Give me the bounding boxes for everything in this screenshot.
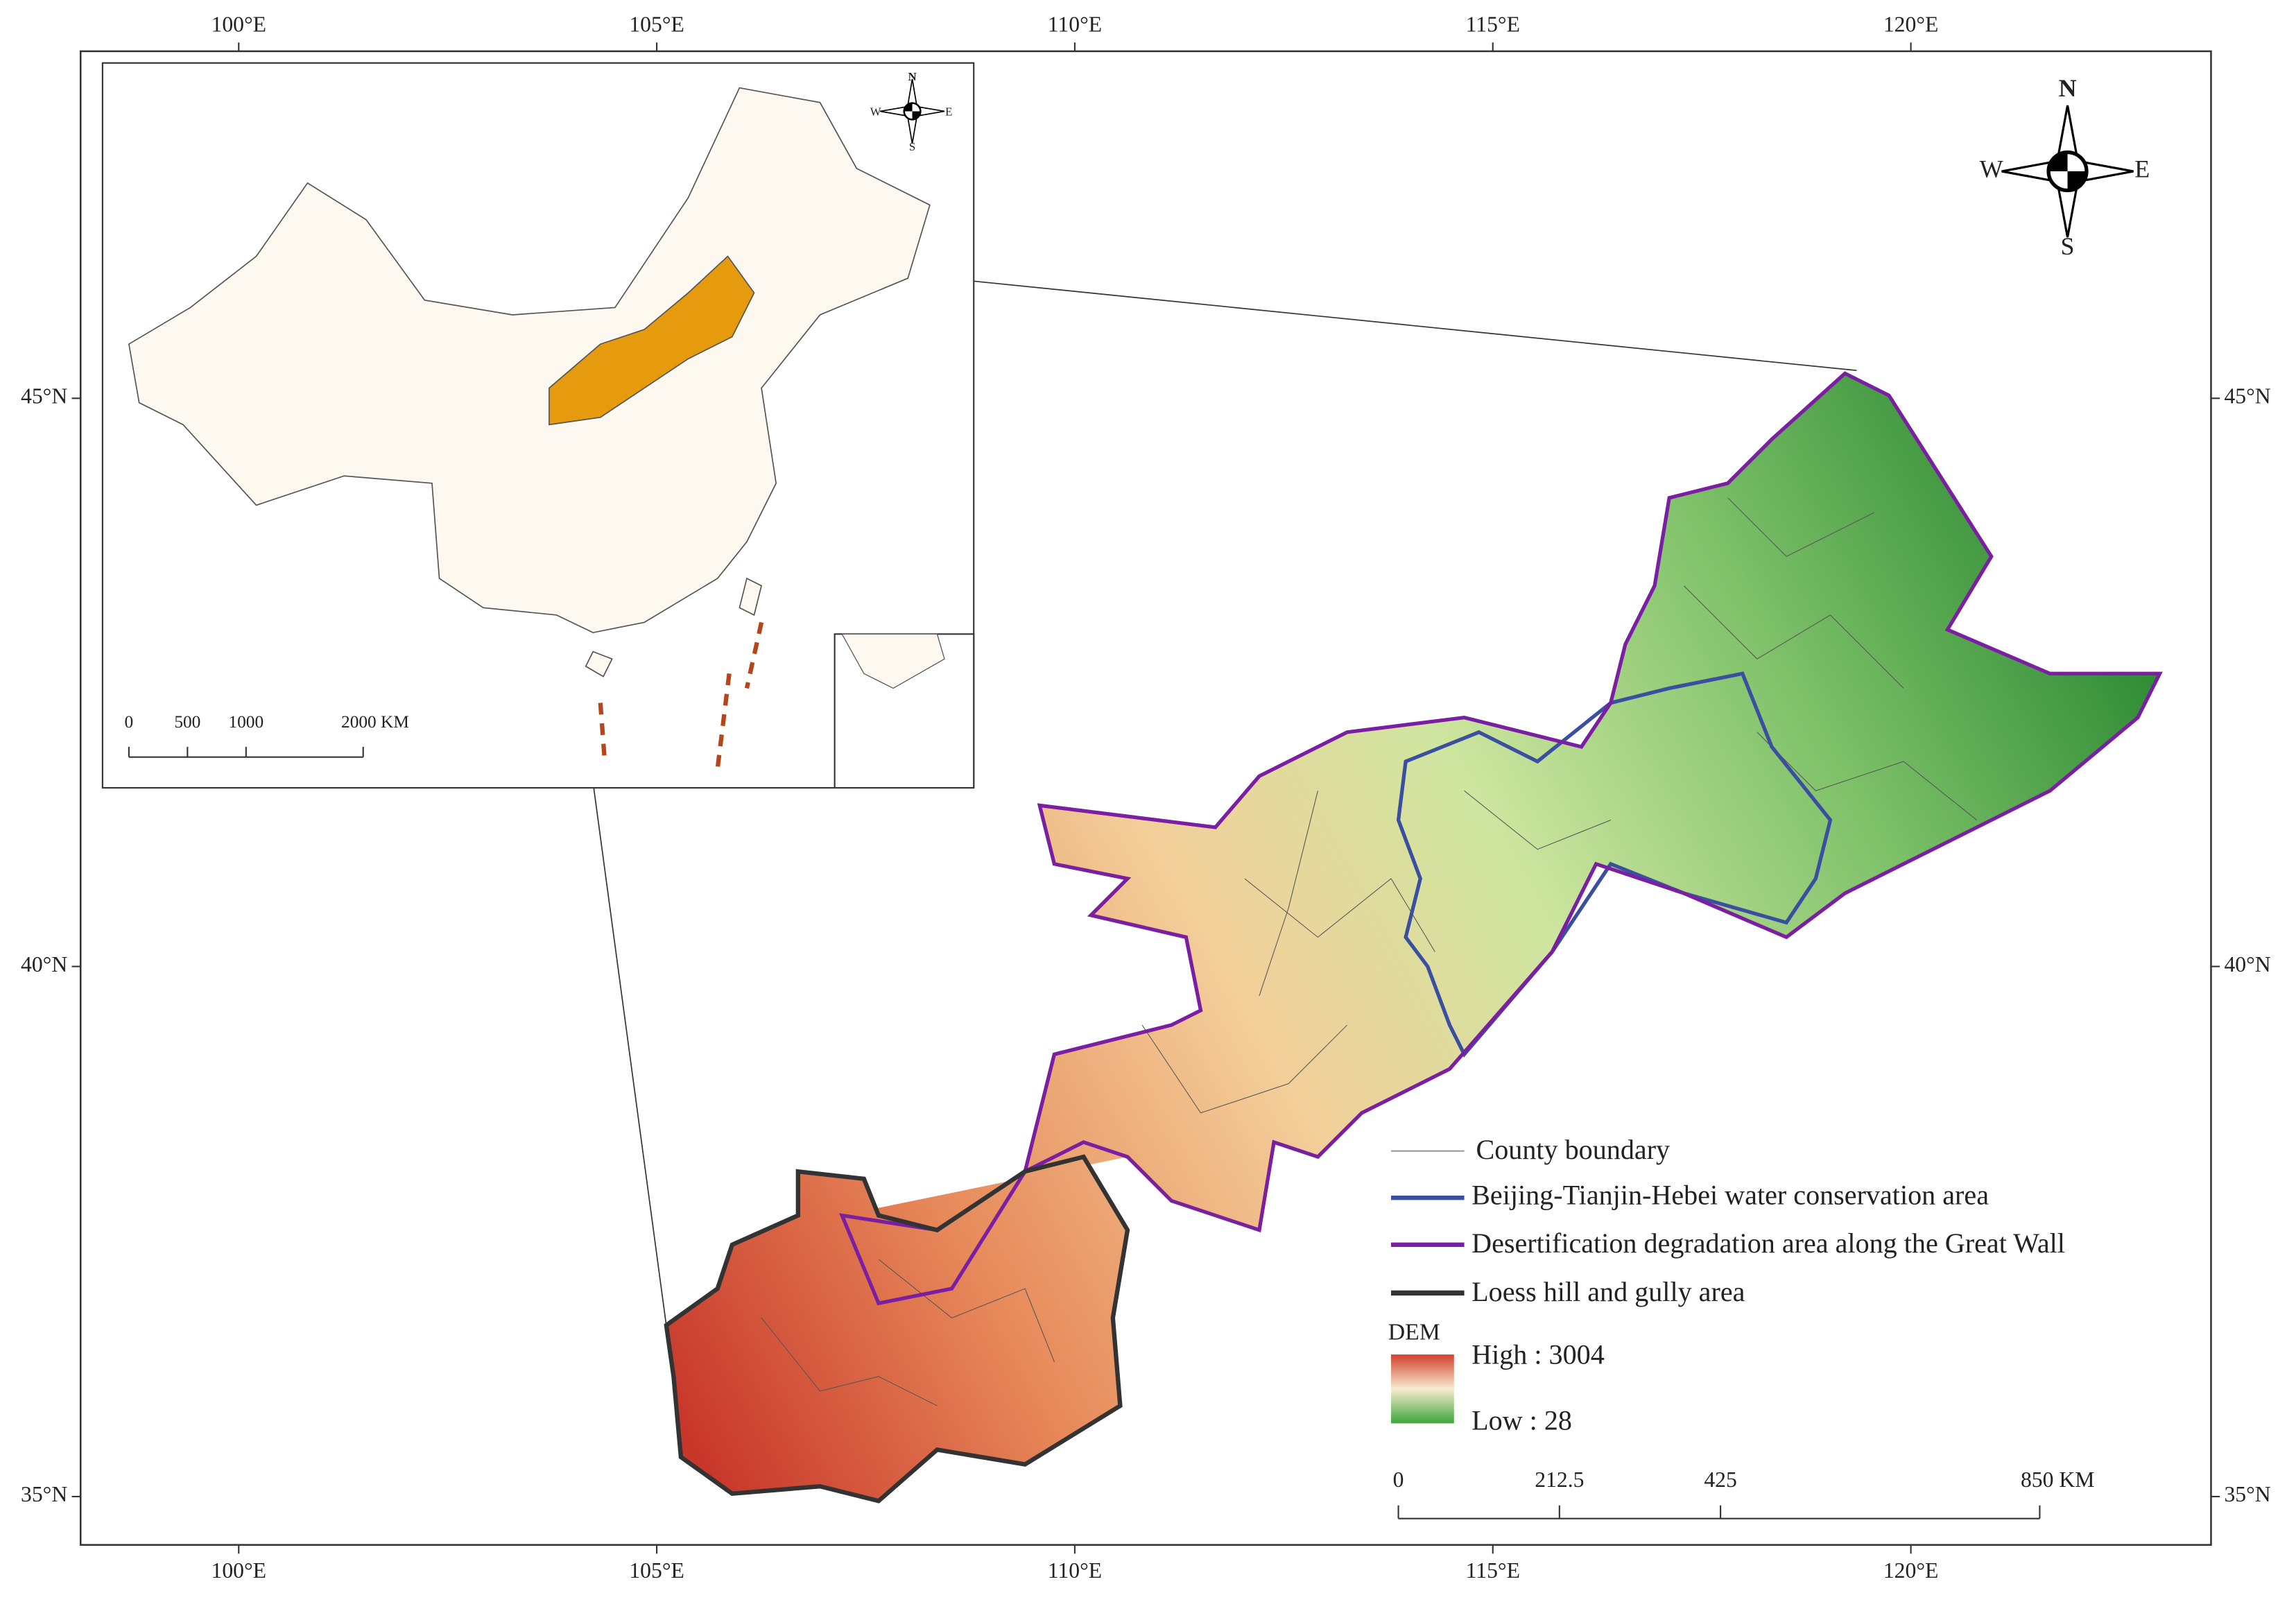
desertification-boundary: [838, 371, 2163, 1306]
legend-title: DEM: [1388, 1319, 1440, 1345]
inset-scale-bar: [128, 746, 364, 758]
compass-e: E: [945, 105, 952, 118]
compass-w: W: [1980, 155, 2003, 182]
dem-surface: [842, 373, 2160, 1230]
scale-label: 212.5: [1535, 1467, 1584, 1492]
graticule-labels: 100°E 105°E 110°E 115°E 120°E 100°E 105°E 110°E…: [21, 12, 2271, 1583]
scale-bar: [1397, 1505, 2041, 1519]
lon-label: 110°E: [1048, 12, 1102, 36]
study-area: [664, 371, 2163, 1504]
scale-label: 1000: [228, 712, 264, 732]
scale-label: 500: [174, 712, 200, 732]
compass: [2001, 105, 2134, 238]
lon-label: 100°E: [212, 12, 266, 36]
lon-label: 100°E: [212, 1558, 266, 1583]
lon-label: 115°E: [1466, 12, 1520, 36]
scale-label: 850 KM: [2021, 1467, 2094, 1492]
legend-label: Desertification degradation area along t…: [1471, 1228, 2065, 1259]
lon-label: 110°E: [1048, 1558, 1102, 1583]
south-sea-coast: [841, 633, 945, 689]
lat-label: 45°N: [2224, 384, 2270, 408]
lon-label: 120°E: [1883, 12, 1938, 36]
lat-label: 45°N: [21, 384, 67, 408]
legend-label: Loess hill and gully area: [1471, 1276, 1745, 1307]
scale-label: 2000 KM: [341, 712, 409, 732]
inset-compass: [879, 78, 945, 144]
scale-label: 0: [125, 712, 134, 732]
lat-label: 35°N: [2224, 1482, 2270, 1506]
dem-surface: [666, 1157, 1128, 1501]
island: [585, 577, 763, 678]
loess-boundary: [664, 1154, 1130, 1504]
compass-s: S: [2061, 232, 2075, 260]
lat-label: 35°N: [21, 1482, 67, 1506]
legend: [1391, 1150, 1465, 1424]
county-boundaries: [761, 497, 1977, 1406]
lon-label: 105°E: [629, 1558, 684, 1583]
compass-w: W: [870, 105, 881, 118]
legend-label: Low : 28: [1471, 1405, 1572, 1436]
compass-s: S: [909, 140, 915, 153]
lat-label: 40°N: [21, 952, 67, 976]
lon-label: 120°E: [1883, 1558, 1938, 1583]
scale-label: 0: [1393, 1467, 1404, 1492]
china-outline: [128, 87, 931, 634]
legend-label: County boundary: [1476, 1134, 1670, 1165]
lon-label: 105°E: [629, 12, 684, 36]
lat-label: 40°N: [2224, 952, 2270, 976]
water-conservation-boundary: [1396, 671, 1833, 1058]
legend-label: Beijing-Tianjin-Hebei water conservation…: [1471, 1179, 1989, 1210]
inset-map: 0 500 1000 2000 KM N S W E: [101, 62, 1857, 1326]
study-area-inset: [549, 255, 755, 426]
nine-dash-line: [598, 621, 940, 769]
lon-label: 115°E: [1466, 1558, 1520, 1583]
compass-n: N: [908, 70, 916, 83]
scale-label: 425: [1704, 1467, 1736, 1492]
legend-label: High : 3004: [1471, 1339, 1605, 1370]
compass-e: E: [2134, 155, 2150, 182]
compass-n: N: [2059, 74, 2077, 102]
